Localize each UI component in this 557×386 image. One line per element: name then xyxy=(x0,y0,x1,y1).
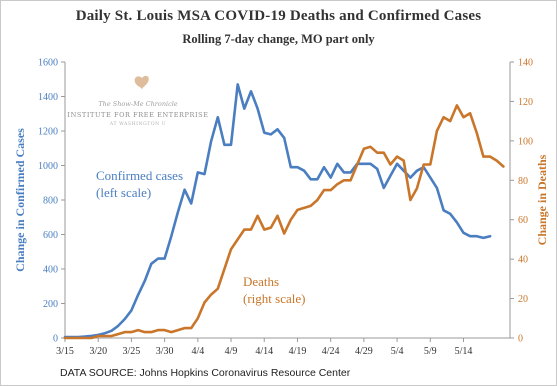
annotation-cases-scale: (left scale) xyxy=(96,185,151,200)
x-tick-label: 5/9 xyxy=(424,346,437,357)
left-tick-label: 1000 xyxy=(38,161,58,172)
chart-lines xyxy=(63,83,505,340)
right-tick-label: 80 xyxy=(518,176,528,187)
x-tick-label: 4/14 xyxy=(255,346,273,357)
x-tick-label: 4/19 xyxy=(289,346,307,357)
right-tick-label: 40 xyxy=(518,255,528,266)
left-tick-label: 800 xyxy=(43,196,58,207)
left-tick-label: 1600 xyxy=(38,58,58,69)
watermark-line-2: INSTITUTE FOR FREE ENTERPRISE xyxy=(67,111,208,119)
left-tick-label: 600 xyxy=(43,230,58,241)
x-tick-label: 4/29 xyxy=(355,346,373,357)
chart-axes: 0 200 400 600 800 1000 1200 1400 1600 0 20 40 60 80 10… xyxy=(13,58,549,358)
left-tick-label: 1400 xyxy=(38,92,58,103)
right-tick-label: 100 xyxy=(518,136,533,147)
right-tick-label: 140 xyxy=(518,58,533,69)
x-tick-label: 4/9 xyxy=(225,346,238,357)
series-line-confirmed-cases xyxy=(63,83,492,339)
left-tick-label: 0 xyxy=(53,334,58,345)
x-tick-label: 3/20 xyxy=(89,346,107,357)
right-tick-label: 60 xyxy=(518,215,528,226)
right-tick-label: 0 xyxy=(518,334,523,345)
left-tick-label: 1200 xyxy=(38,127,58,138)
right-tick-label: 20 xyxy=(518,294,528,305)
x-tick-label: 3/25 xyxy=(123,346,141,357)
right-tick-label: 120 xyxy=(518,97,533,108)
y-axis-title-right: Change in Deaths xyxy=(535,154,549,245)
watermark-emblem xyxy=(134,75,149,90)
data-source: DATA SOURCE: Johns Hopkins Coronavirus R… xyxy=(60,367,351,379)
x-tick-label: 3/15 xyxy=(56,346,74,357)
annotation-deaths-scale: (right scale) xyxy=(243,291,305,306)
x-tick-label: 4/4 xyxy=(191,346,204,357)
x-tick-label: 3/30 xyxy=(156,346,174,357)
left-tick-label: 200 xyxy=(43,299,58,310)
chart-labels: Confirmed cases (left scale) Deaths (right … xyxy=(96,168,305,306)
watermark-logo: The Show-Me Chronicle INSTITUTE FOR FREE … xyxy=(67,75,208,127)
annotation-cases-name: Confirmed cases xyxy=(96,168,183,183)
series-line-deaths xyxy=(63,104,505,340)
x-tick-label: 4/24 xyxy=(322,346,340,357)
chart-subtitle: Rolling 7-day change, MO part only xyxy=(182,32,375,46)
watermark-line-3: AT WASHINGTON U xyxy=(109,121,166,127)
x-tick-label: 5/4 xyxy=(391,346,404,357)
left-tick-label: 400 xyxy=(43,265,58,276)
chart-title: Daily St. Louis MSA COVID-19 Deaths and … xyxy=(75,8,482,24)
x-tick-label: 5/14 xyxy=(455,346,473,357)
watermark-line-1: The Show-Me Chronicle xyxy=(98,100,177,108)
annotation-deaths-name: Deaths xyxy=(243,274,279,289)
y-axis-title-left: Change in Confirmed Cases xyxy=(13,128,27,272)
